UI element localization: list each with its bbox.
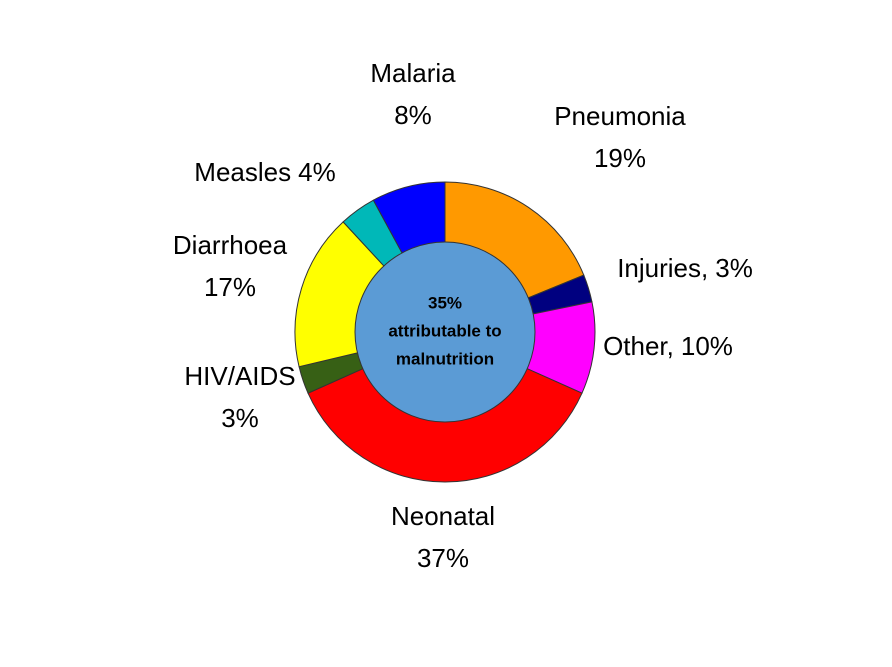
value-label: 4% (298, 157, 336, 187)
slice-label: Measles 4% (194, 157, 335, 187)
category-label: Malaria (370, 58, 456, 88)
value-label: 37% (417, 543, 469, 573)
value-label: 19% (594, 143, 646, 173)
value-label: 3% (715, 253, 753, 283)
category-label: Measles (194, 157, 291, 187)
value-label: 10% (681, 331, 733, 361)
value-label: 17% (204, 272, 256, 302)
category-label: HIV/AIDS (184, 361, 295, 391)
category-label: Injuries, (617, 253, 708, 283)
slice-label: Injuries, 3% (617, 253, 753, 283)
center-label: 35% (428, 293, 462, 312)
category-label: Pneumonia (554, 101, 686, 131)
category-label: Diarrhoea (173, 230, 288, 260)
slice-label: Other, 10% (603, 331, 733, 361)
category-label: Neonatal (391, 501, 495, 531)
value-label: 3% (221, 403, 259, 433)
center-circle (354, 241, 536, 423)
center-label: attributable to (388, 321, 501, 340)
category-label: Other, (603, 331, 674, 361)
center-label: malnutrition (396, 349, 494, 368)
value-label: 8% (394, 100, 432, 130)
